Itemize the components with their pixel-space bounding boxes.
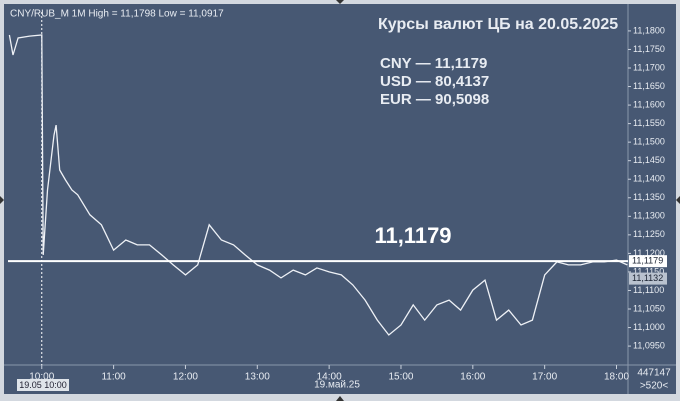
y-tick-label: 11,1050	[633, 303, 665, 313]
x-tick-label: 11:00	[101, 372, 126, 383]
y-tick-label: 11,1800	[633, 25, 665, 35]
y-tick-label: 11,1250	[633, 229, 665, 239]
price-badge	[629, 272, 667, 285]
chart-title: Курсы валют ЦБ на 20.05.2025	[378, 16, 618, 33]
x-tick-label: 12:00	[173, 372, 198, 383]
header: CNY/RUB_M 1M High = 11,1798 Low = 11,091…	[10, 9, 224, 20]
y-tick-label: 11,1500	[633, 137, 665, 147]
x-tick-label: 15:00	[388, 372, 413, 383]
price-badge	[629, 255, 667, 268]
y-tick-label: 11,1450	[633, 155, 665, 165]
y-tick-label: 11,1550	[633, 118, 665, 128]
x-tick-label: 13:00	[245, 372, 270, 383]
y-tick-label: 11,1700	[633, 62, 665, 72]
rate: CNY — 11,1179	[380, 55, 487, 72]
rate: EUR — 90,5098	[380, 91, 489, 108]
x-tick-label: 17:00	[532, 372, 557, 383]
edge-arrow	[676, 196, 680, 204]
cursor-badge	[17, 379, 69, 391]
cursor-label: 19.05 10:00	[19, 380, 67, 390]
price-line	[8, 34, 628, 336]
footer: >520<	[640, 381, 669, 392]
y-tick-label: 11,1300	[633, 211, 665, 221]
y-tick-label: 11,1200	[633, 248, 665, 258]
y-tick-label: 11,1400	[633, 174, 665, 184]
y-tick-label: 11,1750	[633, 44, 665, 54]
x-tick-label: 16:00	[460, 372, 485, 383]
x-tick-label: 10:00	[29, 372, 54, 383]
edge-arrow	[336, 0, 344, 4]
date-label: 19.май.25	[314, 380, 360, 391]
y-tick-label: 11,1150	[633, 266, 664, 276]
edge-arrow	[336, 396, 344, 401]
edge-arrow	[0, 196, 4, 204]
chart-area	[4, 4, 676, 394]
footer: 447147	[637, 368, 671, 379]
y-tick-label: 11,1350	[633, 192, 665, 202]
price-label: 11,1132	[632, 273, 663, 283]
y-tick-label: 11,1000	[633, 322, 665, 332]
y-tick-label: 11,1600	[633, 99, 665, 109]
x-tick-label: 18:00	[604, 372, 629, 383]
annotation: 11,1179	[374, 223, 451, 248]
rate: USD — 80,4137	[380, 73, 489, 90]
price-label: 11,1179	[632, 256, 663, 266]
x-tick-label: 14:00	[317, 372, 342, 383]
y-tick-label: 11,1100	[633, 285, 664, 295]
y-tick-label: 11,0950	[633, 340, 665, 350]
y-tick-label: 11,1650	[633, 81, 665, 91]
